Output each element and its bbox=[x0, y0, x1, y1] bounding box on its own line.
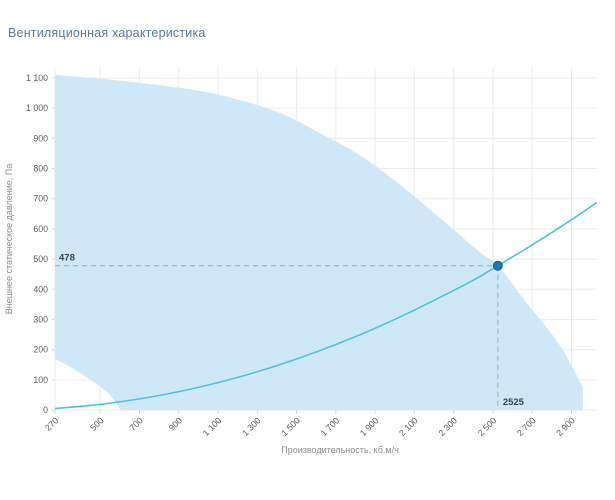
y-tick-label: 900 bbox=[33, 133, 48, 143]
y-tick-label: 0 bbox=[43, 405, 48, 415]
y-tick-label: 500 bbox=[33, 254, 48, 264]
x-tick-label: 1 300 bbox=[240, 415, 263, 438]
x-tick-label: 1 900 bbox=[358, 415, 381, 438]
x-tick-label: 2 700 bbox=[515, 415, 538, 438]
x-tick-label: 900 bbox=[167, 415, 185, 433]
flow-annotation: 2525 bbox=[503, 397, 525, 408]
y-tick-label: 1 100 bbox=[26, 73, 48, 83]
x-tick-label: 700 bbox=[127, 415, 145, 433]
y-tick-label: 800 bbox=[33, 164, 48, 174]
x-tick-label: 500 bbox=[88, 415, 106, 433]
y-tick-label: 100 bbox=[33, 375, 48, 385]
y-tick-label: 200 bbox=[33, 345, 48, 355]
x-tick-label: 2 500 bbox=[476, 415, 499, 438]
x-tick-label: 1 500 bbox=[279, 415, 302, 438]
operating-envelope-area bbox=[55, 74, 583, 410]
y-tick-label: 300 bbox=[33, 314, 48, 324]
y-tick-label: 1 000 bbox=[26, 103, 48, 113]
pressure-annotation: 478 bbox=[59, 253, 75, 264]
x-tick-label: 1 100 bbox=[201, 415, 224, 438]
x-tick-label: 2 900 bbox=[554, 415, 577, 438]
y-tick-label: 600 bbox=[33, 224, 48, 234]
y-tick-label: 400 bbox=[33, 284, 48, 294]
x-tick-label: 2 100 bbox=[397, 415, 420, 438]
fan-curve-line bbox=[54, 201, 598, 410]
y-axis-title: Внешнее статическое давление, Па bbox=[4, 164, 14, 314]
x-axis-title: Производительность, кб.м/ч bbox=[281, 445, 399, 455]
x-tick-label: 2 300 bbox=[436, 415, 459, 438]
chart-title: Вентиляционная характеристика bbox=[8, 26, 206, 40]
operating-point-marker[interactable] bbox=[492, 260, 503, 271]
y-tick-label: 700 bbox=[33, 194, 48, 204]
x-tick-label: 1 700 bbox=[319, 415, 342, 438]
x-tick-label: 270 bbox=[43, 415, 61, 433]
